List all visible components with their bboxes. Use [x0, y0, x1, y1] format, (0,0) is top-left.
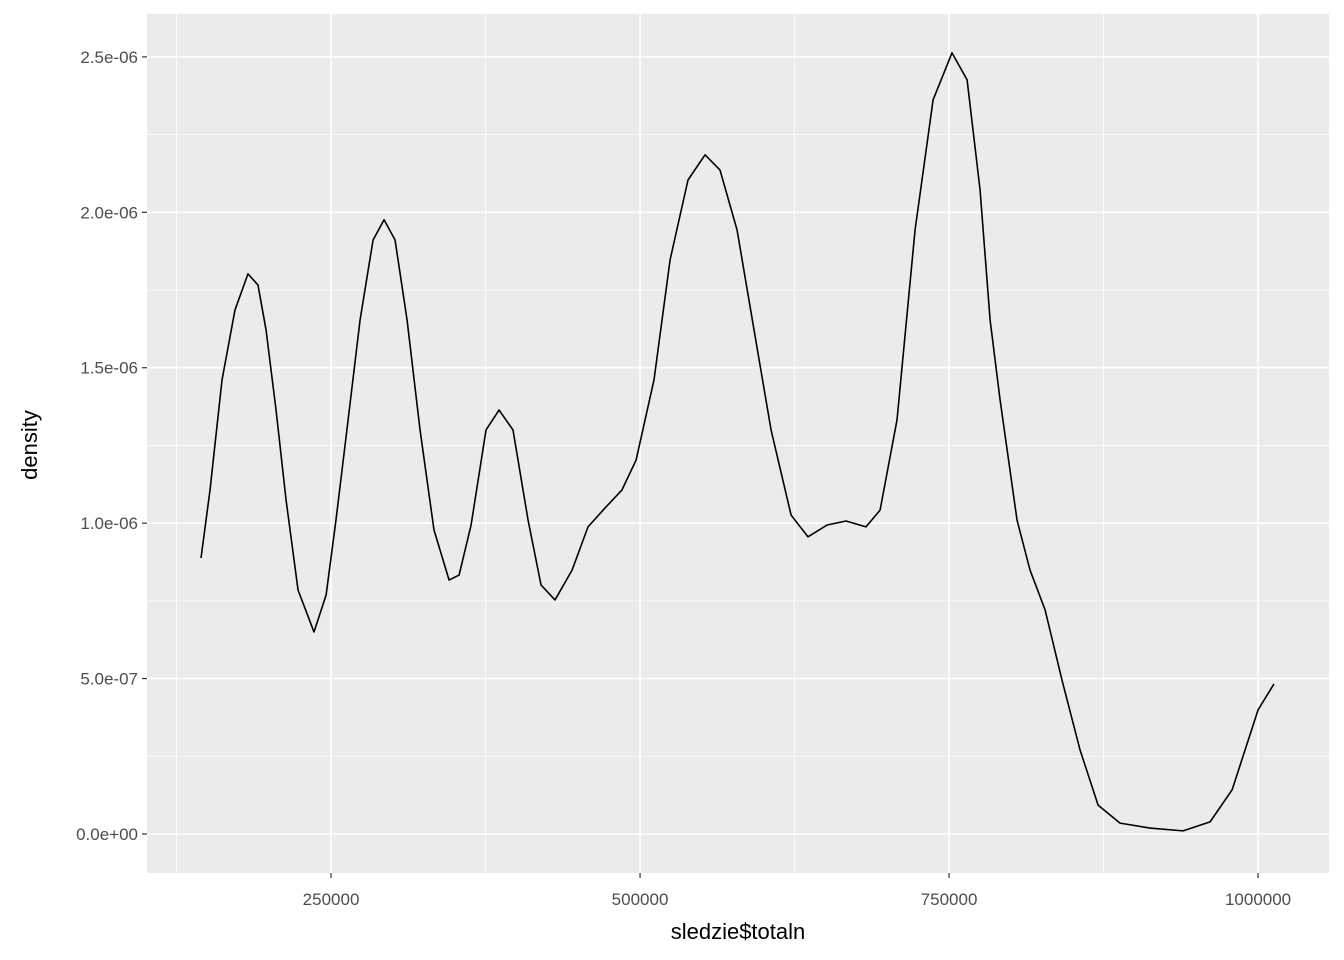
y-tick-label: 0.0e+00	[76, 825, 138, 844]
y-tick-label: 2.0e-06	[80, 203, 138, 222]
density-line	[200, 52, 1275, 832]
y-tick-label: 1.0e-06	[80, 514, 138, 533]
y-tick-label: 2.5e-06	[80, 48, 138, 67]
x-tick-label: 500000	[612, 890, 669, 909]
y-tick-label: 5.0e-07	[80, 670, 138, 689]
panel	[147, 14, 1329, 873]
y-tick-label: 1.5e-06	[80, 359, 138, 378]
x-tick-label: 1000000	[1225, 890, 1291, 909]
x-axis-label: sledzie$totaln	[671, 919, 806, 944]
x-tick-label: 250000	[303, 890, 360, 909]
y-axis-label: density	[17, 410, 42, 480]
x-tick-label: 750000	[921, 890, 978, 909]
